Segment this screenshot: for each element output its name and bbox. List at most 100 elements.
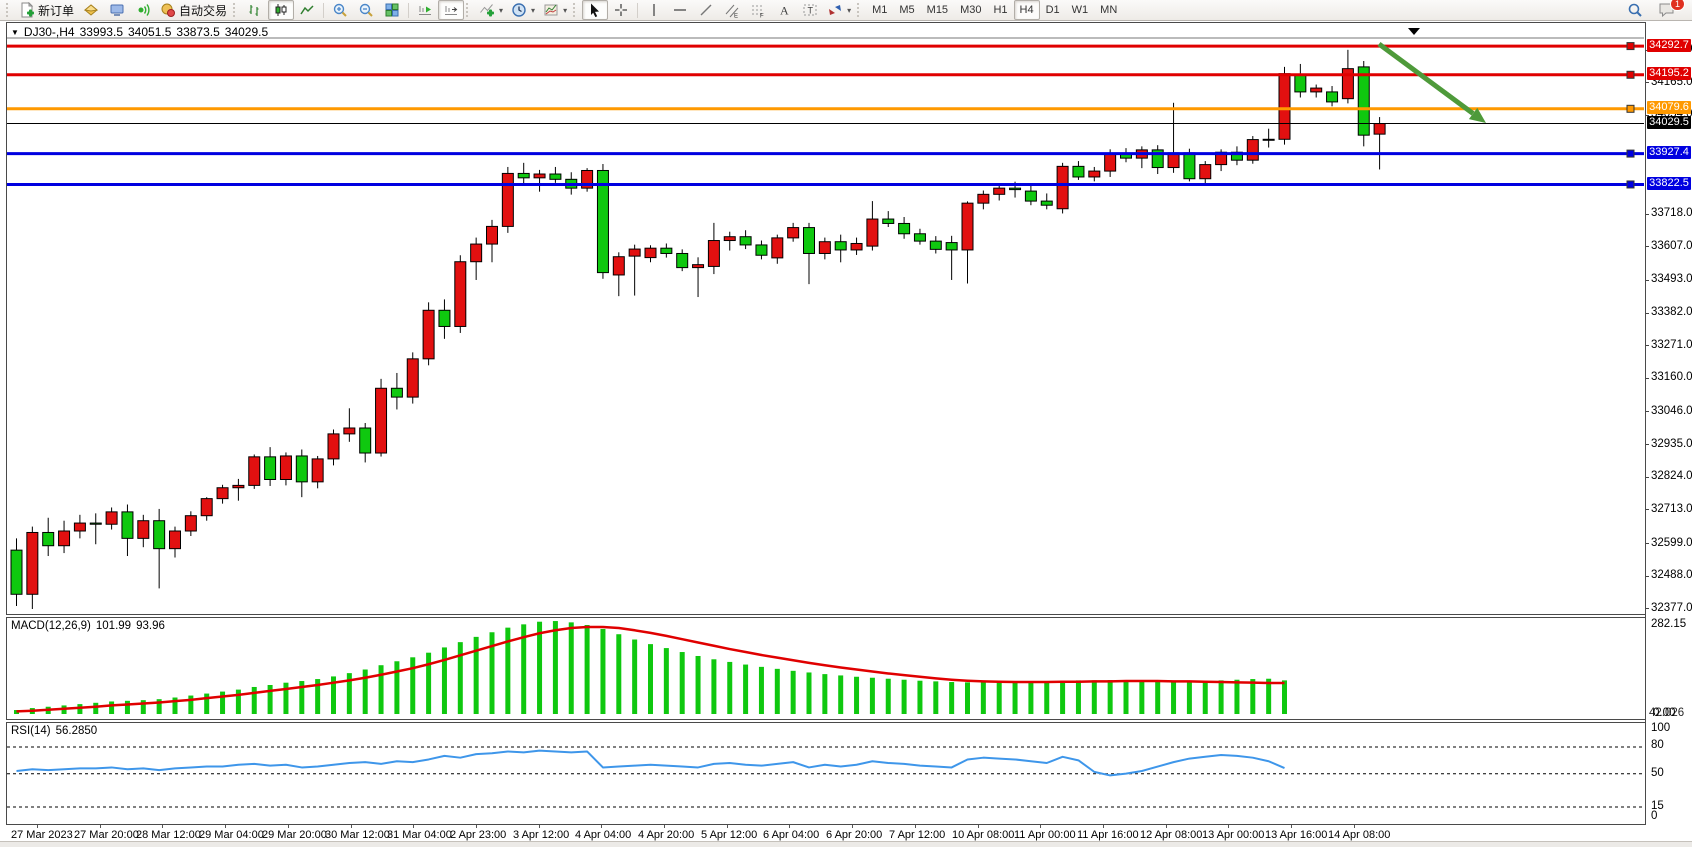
chevron-down-icon: ▾	[847, 5, 852, 15]
line-handle[interactable]	[1626, 42, 1635, 51]
timeframe-m30-button[interactable]: M30	[960, 4, 982, 16]
candle-body	[438, 309, 451, 327]
macd-histogram-bar	[505, 627, 511, 714]
candle-body	[248, 456, 261, 486]
line-handle[interactable]	[1626, 70, 1635, 79]
candle-body	[723, 236, 736, 242]
time-tick	[225, 825, 226, 828]
price-tick	[1646, 476, 1649, 478]
timeframe-d1-button[interactable]: D1	[1045, 4, 1060, 16]
candle-body	[1373, 123, 1386, 135]
chevron-down-icon: ▾	[531, 5, 536, 15]
timeframe-m5-button[interactable]: M5	[899, 4, 915, 16]
equidistant-channel-tool-button[interactable]: E	[719, 0, 745, 20]
macd-histogram-bar	[537, 621, 543, 714]
crosshair-tool-button[interactable]	[608, 0, 634, 20]
fibonacci-tool-button[interactable]: F	[745, 0, 771, 20]
timeframe-m1-button[interactable]: M1	[872, 4, 888, 16]
time-tick-label: 11 Apr 00:00	[1014, 829, 1076, 841]
bar-chart-button[interactable]	[242, 0, 268, 20]
timeframe-w1-button[interactable]: W1	[1071, 4, 1089, 16]
chart-shift-button[interactable]	[438, 0, 465, 20]
new-order-button[interactable]: 新订单	[15, 0, 78, 20]
cursor-tool-button[interactable]	[582, 0, 609, 20]
auto-trading-button[interactable]: 自动交易	[156, 0, 231, 20]
macd-histogram-bar	[616, 634, 622, 714]
timeframe-h4-button[interactable]: H4	[1013, 0, 1040, 20]
signals-button[interactable]	[130, 0, 156, 20]
auto-scroll-button[interactable]	[412, 0, 438, 20]
macd-histogram-bar	[457, 642, 463, 714]
trend-arrow-head-icon[interactable]	[1468, 107, 1486, 123]
toolbar-grip[interactable]	[233, 3, 238, 17]
zoom-in-button[interactable]	[327, 0, 353, 20]
timeframe-m15-button[interactable]: M15	[926, 4, 949, 16]
trendline-icon	[698, 2, 714, 18]
macd-histogram-bar	[172, 697, 178, 714]
candlestick-chart[interactable]	[7, 23, 1644, 614]
price-tick	[1646, 246, 1649, 248]
candle-body	[501, 172, 514, 227]
toolbar-grip[interactable]	[466, 3, 471, 17]
templates-button[interactable]: ▾	[539, 0, 571, 20]
candle-body	[898, 222, 911, 235]
candle-body	[1088, 170, 1101, 178]
deposit-button[interactable]	[78, 0, 104, 20]
candle-body	[549, 173, 562, 180]
periods-button[interactable]: ▾	[507, 0, 539, 20]
macd-histogram-bar	[933, 681, 939, 714]
trend-arrow-line[interactable]	[1377, 41, 1475, 116]
horizontal-line-tool-button[interactable]	[667, 0, 693, 20]
candle-body	[517, 172, 530, 179]
line-chart-button[interactable]	[294, 0, 320, 20]
candle-body	[1151, 149, 1164, 169]
toolbar-grip[interactable]	[857, 3, 862, 17]
zoom-in-icon	[332, 2, 348, 18]
timeframe-h1-button[interactable]: H1	[993, 4, 1008, 16]
vertical-line-tool-button[interactable]	[641, 0, 667, 20]
candle-body	[359, 427, 372, 454]
zoom-out-button[interactable]	[353, 0, 379, 20]
macd-histogram-bar	[632, 639, 638, 714]
macd-panel[interactable]: MACD(12,26,9) 101.99 93.96	[6, 617, 1645, 720]
price-tick-label: 33718.0	[1651, 207, 1692, 220]
trendline-tool-button[interactable]	[693, 0, 719, 20]
candle-body	[295, 455, 308, 483]
search-button[interactable]	[1622, 0, 1648, 20]
horizontal-scrollbar-area[interactable]	[0, 841, 1692, 847]
candlestick-chart-button[interactable]	[268, 0, 295, 20]
price-tick	[1646, 377, 1649, 379]
macd-chart[interactable]	[7, 618, 1644, 719]
rsi-axis-80: 80	[1651, 739, 1664, 751]
collapse-triangle-icon[interactable]: ▼	[11, 27, 19, 37]
line-handle[interactable]	[1626, 180, 1635, 189]
text-tool-button[interactable]: A	[771, 0, 797, 20]
macd-histogram-bar	[251, 686, 257, 714]
time-tick	[978, 825, 979, 828]
terminal-icon	[109, 2, 125, 18]
tile-windows-button[interactable]	[379, 0, 405, 20]
main-chart-panel[interactable]: ▼ DJ30-,H4 33993.5 34051.5 33873.5 34029…	[6, 22, 1645, 615]
macd-histogram-bar	[489, 632, 495, 714]
chart-close-value: 34029.5	[224, 25, 269, 39]
macd-histogram-bar	[1123, 680, 1129, 714]
time-tick	[476, 825, 477, 828]
toolbar-grip[interactable]	[573, 3, 578, 17]
time-tick	[1103, 825, 1104, 828]
rsi-panel[interactable]: RSI(14) 56.2850	[6, 722, 1645, 825]
macd-histogram-bar	[600, 628, 606, 714]
notifications-button[interactable]: 1	[1654, 0, 1685, 20]
arrows-tool-button[interactable]: ▾	[823, 0, 855, 20]
text-label-tool-button[interactable]: T	[797, 0, 823, 20]
macd-histogram-bar	[1091, 680, 1097, 714]
terminal-button[interactable]	[104, 0, 130, 20]
time-tick-label: 12 Apr 08:00	[1140, 829, 1203, 841]
timeframe-mn-button[interactable]: MN	[1100, 4, 1118, 16]
price-axis[interactable]: 34276.034165.034054.033718.033607.033493…	[1645, 22, 1692, 825]
indicators-button[interactable]: ▾	[475, 0, 507, 20]
line-handle[interactable]	[1626, 104, 1635, 113]
toolbar-grip[interactable]	[6, 3, 11, 17]
line-handle[interactable]	[1626, 149, 1635, 158]
rsi-chart[interactable]	[7, 723, 1644, 824]
price-tick-label: 32488.0	[1651, 569, 1692, 582]
